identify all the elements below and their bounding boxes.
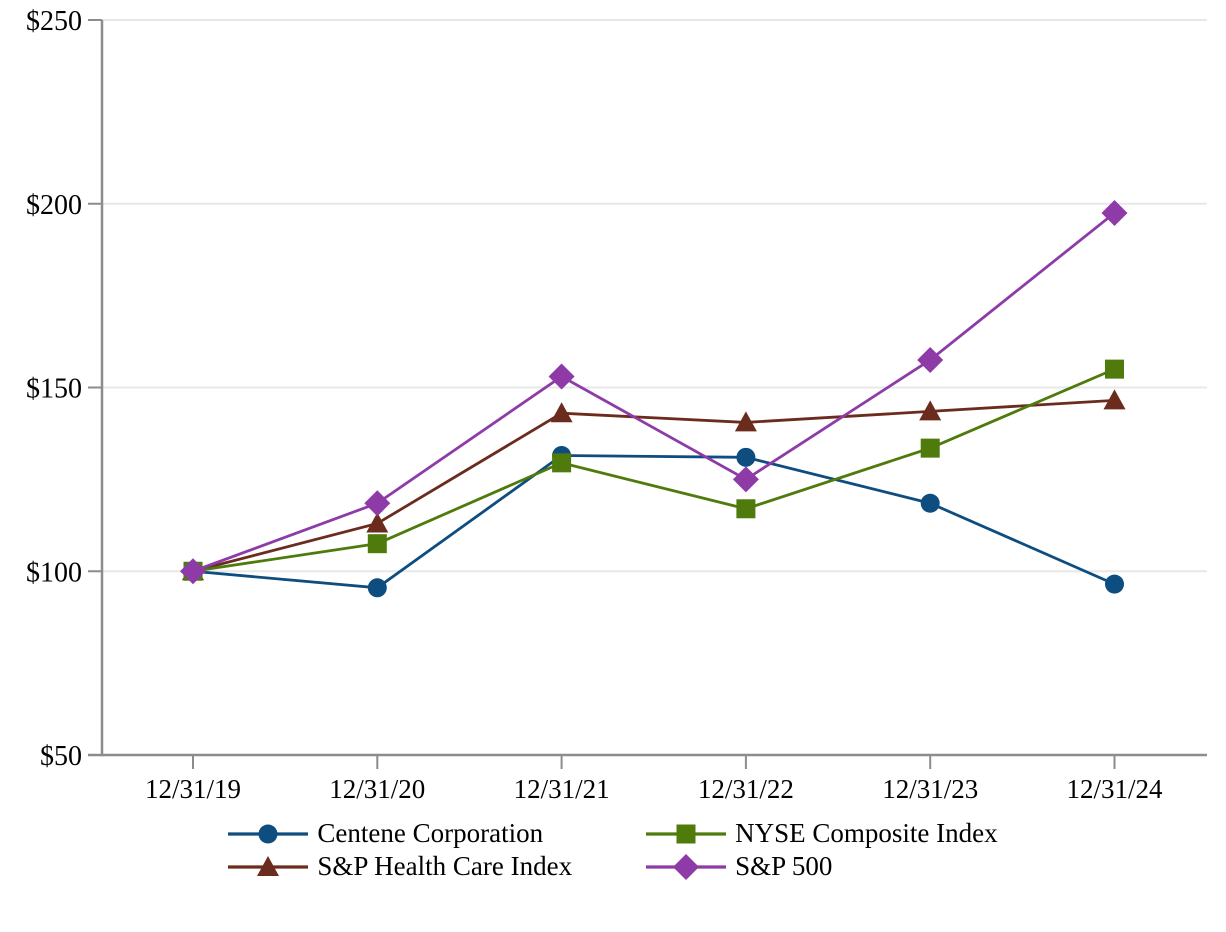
x-tick-label: 12/31/24 bbox=[1066, 774, 1163, 804]
series-line-s-p-health-care-index bbox=[192, 398, 1115, 573]
series-line-nyse-composite-index bbox=[192, 367, 1116, 573]
diamond-marker-s-p-500-0 bbox=[180, 558, 206, 585]
y-tick-label: $250 bbox=[26, 6, 82, 37]
legend-label: S&P 500 bbox=[735, 851, 833, 881]
x-tick-label: 12/31/21 bbox=[514, 774, 610, 804]
legend-item-nyse-composite-index: NYSE Composite Index bbox=[646, 817, 998, 850]
chart-legend: Centene Corporation NYSE Composite Index S… bbox=[0, 817, 1226, 883]
square-legend-swatch bbox=[646, 824, 727, 843]
diamond-marker-s-p-500-2 bbox=[548, 363, 575, 390]
legend-item-s-p-500: S&P 500 bbox=[646, 850, 998, 883]
y-tick-label: $50 bbox=[40, 741, 82, 772]
triangle-marker-s-p-health-care-index-2 bbox=[550, 402, 573, 423]
triangle-marker-s-p-health-care-index-1 bbox=[366, 512, 389, 533]
diamond-legend-swatch bbox=[646, 853, 727, 880]
circle-marker-centene-corporation-4 bbox=[920, 493, 940, 513]
y-tick-label: $100 bbox=[26, 557, 82, 588]
legend-item-s-p-health-care-index: S&P Health Care Index bbox=[228, 850, 572, 883]
square-marker-nyse-composite-index-5 bbox=[1105, 359, 1124, 379]
square-marker-nyse-composite-index-4 bbox=[920, 438, 940, 458]
legend-label: Centene Corporation bbox=[317, 818, 544, 848]
circle-marker-centene-corporation-1 bbox=[367, 578, 387, 598]
triangle-marker-s-p-health-care-index-4 bbox=[919, 400, 942, 421]
circle-marker-legend-centene-corporation bbox=[258, 824, 278, 843]
circle-marker-centene-corporation-3 bbox=[736, 447, 756, 467]
triangle-marker-s-p-health-care-index-5 bbox=[1103, 389, 1126, 410]
diamond-marker-s-p-500-1 bbox=[364, 490, 391, 517]
y-tick-label: $150 bbox=[26, 374, 82, 405]
square-marker-nyse-composite-index-1 bbox=[367, 534, 387, 554]
diamond-marker-s-p-500-3 bbox=[732, 466, 759, 493]
diamond-marker-legend-s-p-500 bbox=[673, 853, 700, 880]
x-tick-label: 12/31/20 bbox=[329, 774, 425, 804]
plot-area: $250 $200 $150 $100 $50 12/31/19 12/31/20 12/31… bbox=[26, 6, 1207, 804]
y-tick-label: $200 bbox=[26, 190, 82, 221]
x-tick-label: 12/31/23 bbox=[882, 774, 978, 804]
triangle-marker-legend-s-p-health-care-index bbox=[257, 855, 280, 876]
square-marker-legend-nyse-composite-index bbox=[676, 824, 696, 843]
circle-marker-centene-corporation-5 bbox=[1105, 574, 1124, 594]
legend-label: NYSE Composite Index bbox=[735, 818, 998, 848]
legend-label: S&P Health Care Index bbox=[317, 851, 573, 881]
total-return-performance-chart: $250 $200 $150 $100 $50 12/31/19 12/31/20 12/31… bbox=[0, 6, 1226, 883]
triangle-marker-s-p-health-care-index-3 bbox=[734, 411, 757, 432]
square-marker-nyse-composite-index-3 bbox=[736, 499, 756, 519]
x-tick-label: 12/31/19 bbox=[145, 774, 241, 804]
square-marker-nyse-composite-index-2 bbox=[552, 453, 572, 473]
x-tick-label: 12/31/22 bbox=[698, 774, 794, 804]
diamond-marker-s-p-500-4 bbox=[917, 346, 944, 373]
triangle-legend-swatch bbox=[228, 855, 309, 876]
legend-item-centene-corporation: Centene Corporation bbox=[228, 817, 572, 850]
circle-legend-swatch bbox=[228, 824, 309, 843]
series-line-centene-corporation bbox=[192, 454, 1116, 590]
diamond-marker-s-p-500-5 bbox=[1101, 199, 1128, 226]
series-line-s-p-500 bbox=[192, 211, 1116, 573]
